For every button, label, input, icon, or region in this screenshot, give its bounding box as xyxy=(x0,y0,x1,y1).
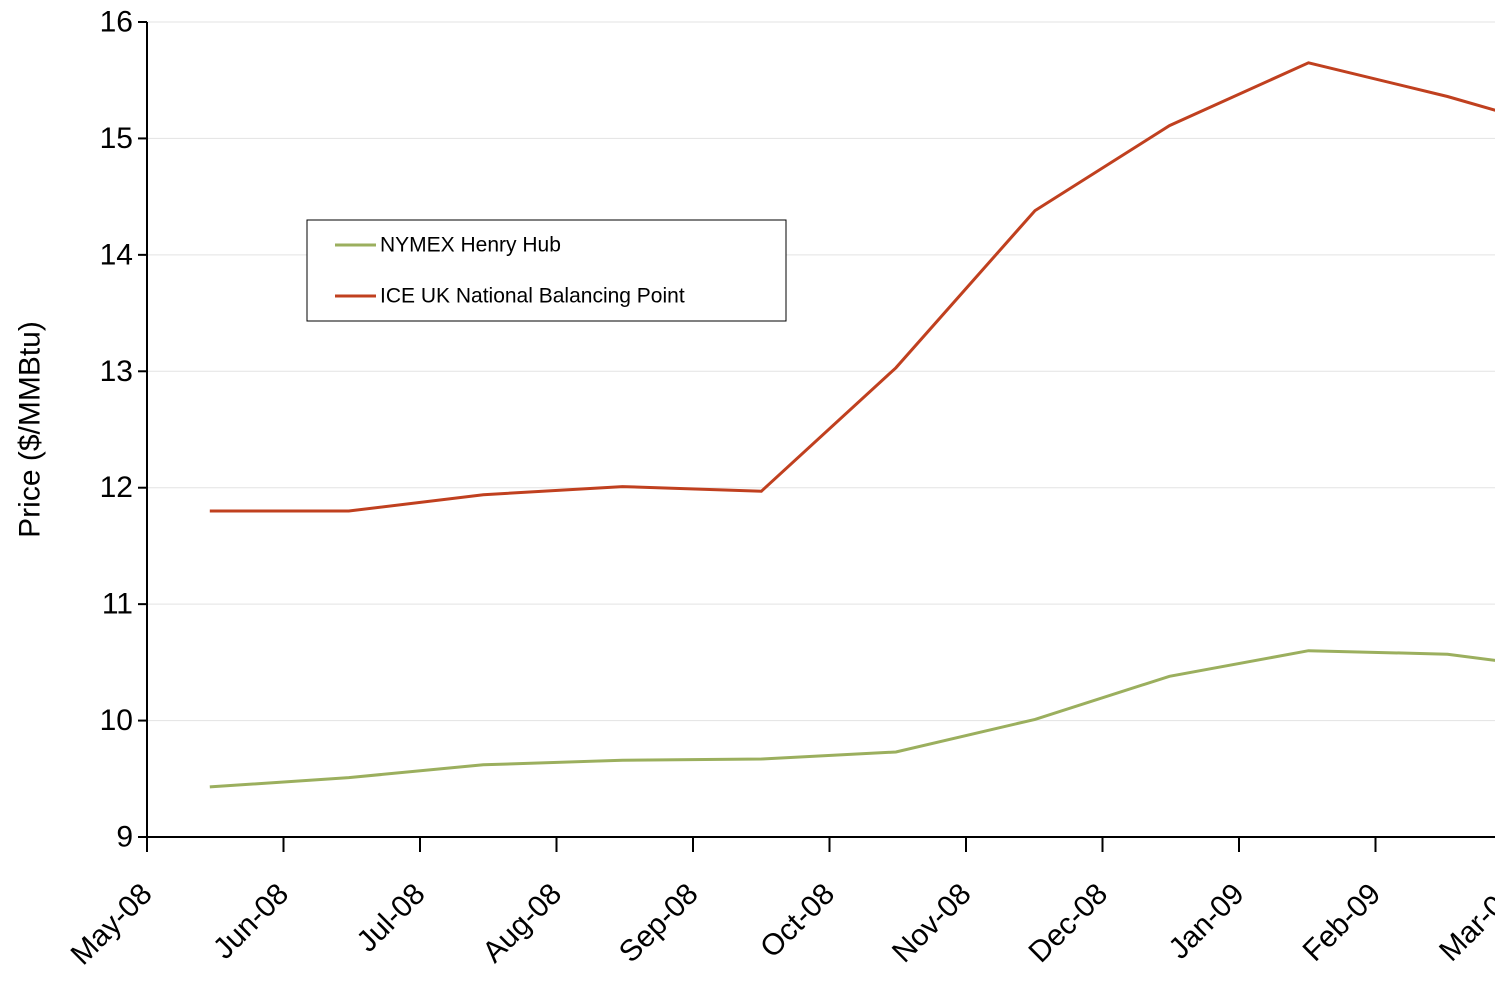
y-axis-title: Price ($/MMBtu) xyxy=(14,321,47,538)
series-line-0 xyxy=(209,649,1495,789)
x-tick-label: Jun-08 xyxy=(207,877,295,965)
y-tick-label: 14 xyxy=(100,238,133,271)
x-tick-label: Jul-08 xyxy=(351,877,432,958)
y-tick-label: 13 xyxy=(100,355,133,388)
y-tick-label: 16 xyxy=(100,6,133,39)
legend-box xyxy=(306,219,787,322)
x-tick-label: May-08 xyxy=(65,877,159,971)
series-line-1 xyxy=(209,61,1495,513)
x-tick-label: Nov-08 xyxy=(886,877,978,969)
axes: 9 10 11 12 13 14 15 16 May-08 Jun-08 Jul-08 Aug-08 S… xyxy=(14,6,1495,971)
y-tick-label: 15 xyxy=(100,122,133,155)
y-tick-label: 12 xyxy=(100,471,133,504)
x-tick-label: Oct-08 xyxy=(754,877,841,964)
x-tick-label: Sep-08 xyxy=(613,877,705,969)
y-tick-label: 10 xyxy=(100,704,133,737)
legend: NYMEX Henry Hub ICE UK National Balancing… xyxy=(306,219,787,322)
y-tick-label: 9 xyxy=(116,821,133,854)
x-tick-label: Aug-08 xyxy=(476,877,568,969)
legend-label: NYMEX Henry Hub xyxy=(380,234,561,257)
x-tick-label: Mar-09 xyxy=(1433,877,1495,968)
x-tick-label: Feb-09 xyxy=(1297,877,1388,968)
x-tick-label: Jan-09 xyxy=(1162,877,1250,965)
legend-label: ICE UK National Balancing Point xyxy=(380,285,685,308)
gridlines xyxy=(147,21,1495,722)
series-lines xyxy=(209,61,1495,789)
y-tick-label: 11 xyxy=(102,588,133,621)
x-tick-label: Dec-08 xyxy=(1022,877,1114,969)
